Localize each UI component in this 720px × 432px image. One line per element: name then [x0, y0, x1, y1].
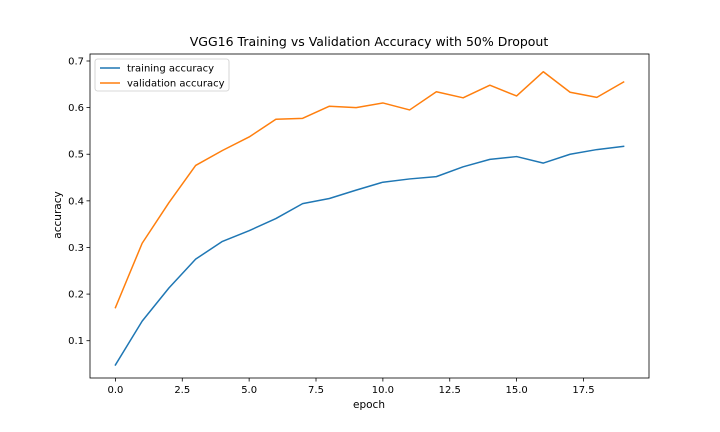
series-line-1 [114, 70, 625, 309]
y-tick-label: 0.2 [68, 290, 84, 301]
x-tick-label: 5.0 [241, 385, 257, 396]
y-tick-label: 0.1 [68, 336, 84, 347]
series-line-0 [114, 145, 625, 366]
legend-box [94, 58, 230, 92]
y-tick-label: 0.7 [68, 56, 84, 67]
y-axis-label: accuracy [52, 191, 64, 238]
axes-frame [89, 53, 650, 379]
x-tick-label: 10.0 [372, 385, 394, 396]
legend-label-1: validation accuracy [127, 79, 225, 90]
x-tick-label: 17.5 [572, 385, 594, 396]
x-tick-label: 12.5 [439, 385, 461, 396]
legend-label-0: training accuracy [127, 64, 214, 75]
y-tick-label: 0.3 [68, 243, 84, 254]
x-tick-label: 7.5 [308, 385, 324, 396]
y-tick-label: 0.4 [68, 196, 84, 207]
y-tick-label: 0.5 [68, 150, 84, 161]
x-tick-label: 0.0 [107, 385, 123, 396]
x-tick-label: 2.5 [174, 385, 190, 396]
chart-title: VGG16 Training vs Validation Accuracy wi… [190, 34, 549, 49]
x-axis-label: epoch [353, 399, 385, 411]
x-tick-label: 15.0 [505, 385, 527, 396]
y-tick-label: 0.6 [68, 103, 84, 114]
plot-area: 0.0 2.5 5.0 7.5 10.0 12.5 15.0 17.5 0.1 0.2 0.3 0.4… [68, 53, 650, 396]
